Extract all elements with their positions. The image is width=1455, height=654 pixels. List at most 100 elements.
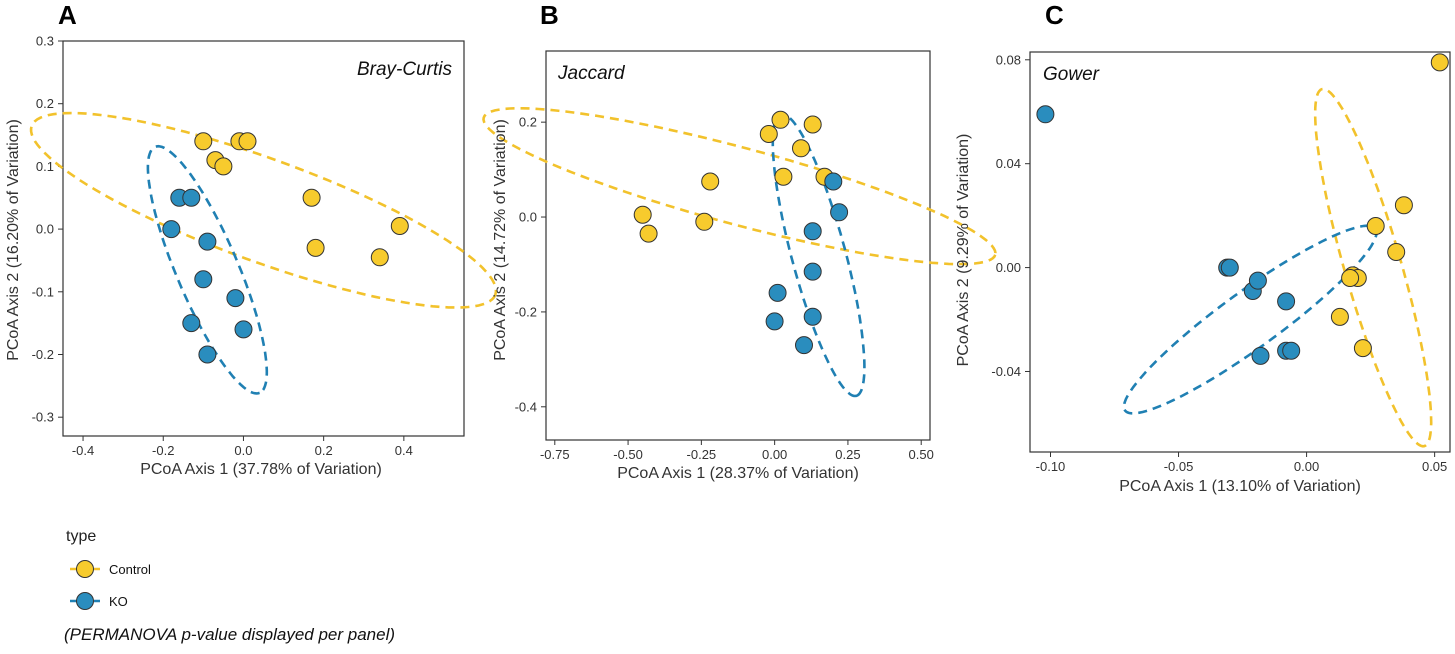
- panel-a-control-point: [302, 188, 321, 207]
- panel-c-ko-point: [1251, 346, 1270, 365]
- panel-c-content: -0.10 -0.05 0.00 0.05 -0.04 0.00 0.04 0.08: [991, 52, 1449, 474]
- panel-c-letter: C: [1045, 0, 1064, 30]
- panel-b-control-point: [633, 205, 652, 224]
- panel-a-x-axis-title: PCoA Axis 1 (37.78% of Variation): [140, 461, 382, 478]
- panel-c-x-tick-label: 0.00: [1294, 459, 1319, 474]
- panel-a-x-tick-label: 0.0: [234, 443, 252, 458]
- panel-c-ko-point: [1248, 271, 1267, 290]
- panel-b-control-point: [695, 212, 714, 231]
- panel-a-ko-point: [182, 314, 201, 333]
- permanova-footnote: (PERMANOVA p-value displayed per panel): [64, 625, 395, 644]
- panel-a-control-point: [306, 238, 325, 257]
- panel-a-control-ellipse: [29, 111, 498, 309]
- panel-c-y-tick-label: 0.00: [996, 260, 1021, 275]
- panel-b-ko-ellipse: [771, 112, 866, 398]
- panel-a-y-tick-label: 0.3: [36, 34, 54, 49]
- panel-a-control-point: [370, 248, 389, 267]
- panel-b-x-tick-label: 0.25: [835, 447, 860, 462]
- panel-c-plot-area: [1029, 51, 1451, 453]
- panel-b-control-point: [759, 125, 778, 143]
- panel-b-control-point: [774, 167, 793, 186]
- panel-c-control-ellipse: [1313, 87, 1433, 448]
- panel-b-ko-point: [830, 203, 849, 222]
- legend-entry-control: Control: [70, 560, 151, 578]
- panel-b-control-point: [803, 115, 822, 134]
- panel-b-y-tick-label: 0.2: [519, 115, 537, 130]
- panel-b-x-tick-label: -0.50: [613, 447, 643, 462]
- panel-b-control-ellipse: [482, 107, 997, 266]
- panel-a-title: Bray-Curtis: [357, 59, 453, 80]
- panel-b-control-point: [639, 224, 658, 243]
- legend-ko-label: KO: [109, 594, 128, 609]
- panel-c-ko-point: [1036, 105, 1055, 124]
- panel-c-control-point: [1387, 243, 1406, 261]
- panel-b-control-point: [792, 139, 810, 158]
- panel-a-x-tick-label: -0.2: [152, 443, 174, 458]
- panel-a-plot-area: [62, 40, 465, 437]
- panel-a-y-axis-title: PCoA Axis 2 (16.20% of Variation): [5, 119, 22, 361]
- panel-a-ko-point: [182, 188, 201, 207]
- panel-a-ko-point: [198, 232, 217, 251]
- panel-c-control-point: [1330, 307, 1349, 326]
- panel-a-y-tick-label: -0.1: [32, 284, 54, 299]
- panel-b-x-tick-label: 0.00: [762, 447, 787, 462]
- panel-a-control-point: [390, 217, 409, 235]
- panel-c-control-point: [1430, 53, 1449, 72]
- legend-title: type: [66, 528, 96, 545]
- panel-c-y-tick-label: 0.04: [996, 156, 1021, 171]
- panel-c-y-axis-title: PCoA Axis 2 (9.29% of Variation): [955, 134, 972, 367]
- panel-b-title: Jaccard: [557, 63, 626, 84]
- panel-a-ko-point: [162, 220, 181, 239]
- panel-c-x-axis-title: PCoA Axis 1 (13.10% of Variation): [1119, 478, 1361, 495]
- panel-a-control-point: [214, 157, 233, 176]
- panel-a-ko-point: [194, 270, 213, 289]
- panel-c-ko-ellipse: [1122, 224, 1378, 415]
- panel-b-x-tick-label: -0.25: [687, 447, 717, 462]
- panel-b-ko-point: [795, 336, 813, 355]
- panel-b-y-tick-label: 0.0: [519, 210, 537, 225]
- panel-c-y-tick-label: 0.08: [996, 52, 1021, 67]
- panel-a-control-point: [238, 132, 257, 151]
- panel-b-x-axis-title: PCoA Axis 1 (28.37% of Variation): [617, 465, 859, 482]
- legend-control-label: Control: [109, 562, 151, 577]
- legend-entry-ko: KO: [70, 592, 128, 610]
- panel-b-y-tick-label: -0.4: [515, 399, 537, 414]
- panel-b-ko-point: [803, 307, 822, 326]
- panel-b-plot-area: [545, 50, 931, 441]
- panel-c-ko-point: [1282, 341, 1301, 360]
- panel-b-content: -0.75 -0.50 -0.25 0.00 0.25 0.50 -0.4 -0.2 0.0 0.…: [482, 107, 997, 462]
- panel-b-ko-point: [803, 262, 822, 281]
- panel-a-content: -0.4 -0.2 0.0 0.2 0.4 -0.3 -0.2 -0.1 0.0 0.1 0.2 0.…: [29, 34, 498, 458]
- panel-c-control-point: [1394, 196, 1413, 215]
- panel-a-x-tick-label: -0.4: [72, 443, 94, 458]
- panel-b: B -0.75 -0.50 -0.25 0.00 0.25 0.50 -0.4 -0.2 0.0…: [482, 0, 997, 482]
- panel-b-y-tick-label: -0.2: [515, 304, 537, 319]
- panel-c-ko-point: [1220, 258, 1239, 277]
- panel-b-ko-point: [768, 283, 787, 302]
- panel-b-x-tick-label: -0.75: [540, 447, 570, 462]
- panel-a: A -0.4 -0.2 0.0 0.2 0.4 -0.3 -0.2 -0.1 0.0 0.1 0.2…: [5, 0, 498, 478]
- panel-a-y-tick-label: -0.3: [32, 410, 54, 425]
- panel-a-y-tick-label: 0.0: [36, 222, 54, 237]
- panel-c-control-point: [1366, 217, 1385, 235]
- panel-b-x-tick-label: 0.50: [909, 447, 934, 462]
- legend-ko-marker: [76, 592, 94, 610]
- panel-a-ko-point: [198, 345, 217, 364]
- panel-a-control-point: [194, 132, 213, 151]
- legend: type Control KO: [66, 528, 151, 610]
- panel-a-letter: A: [58, 0, 77, 30]
- panel-b-control-point: [701, 172, 720, 191]
- panel-c-control-point: [1341, 269, 1360, 287]
- panel-c: C -0.10 -0.05 0.00 0.05 -0.04 0.00 0.04 0.08 Go…: [955, 0, 1451, 495]
- panel-a-y-tick-label: -0.2: [32, 347, 54, 362]
- panel-b-ko-point: [824, 172, 843, 191]
- panel-a-y-tick-label: 0.2: [36, 96, 54, 111]
- panel-b-y-axis-title: PCoA Axis 2 (14.72% of Variation): [492, 119, 509, 361]
- panel-c-x-tick-label: 0.05: [1422, 459, 1447, 474]
- panel-b-ko-point: [803, 222, 822, 241]
- panel-b-ko-point: [765, 312, 784, 331]
- panel-c-x-tick-label: -0.05: [1164, 459, 1194, 474]
- panel-a-x-tick-label: 0.4: [395, 443, 413, 458]
- legend-control-marker: [76, 560, 94, 578]
